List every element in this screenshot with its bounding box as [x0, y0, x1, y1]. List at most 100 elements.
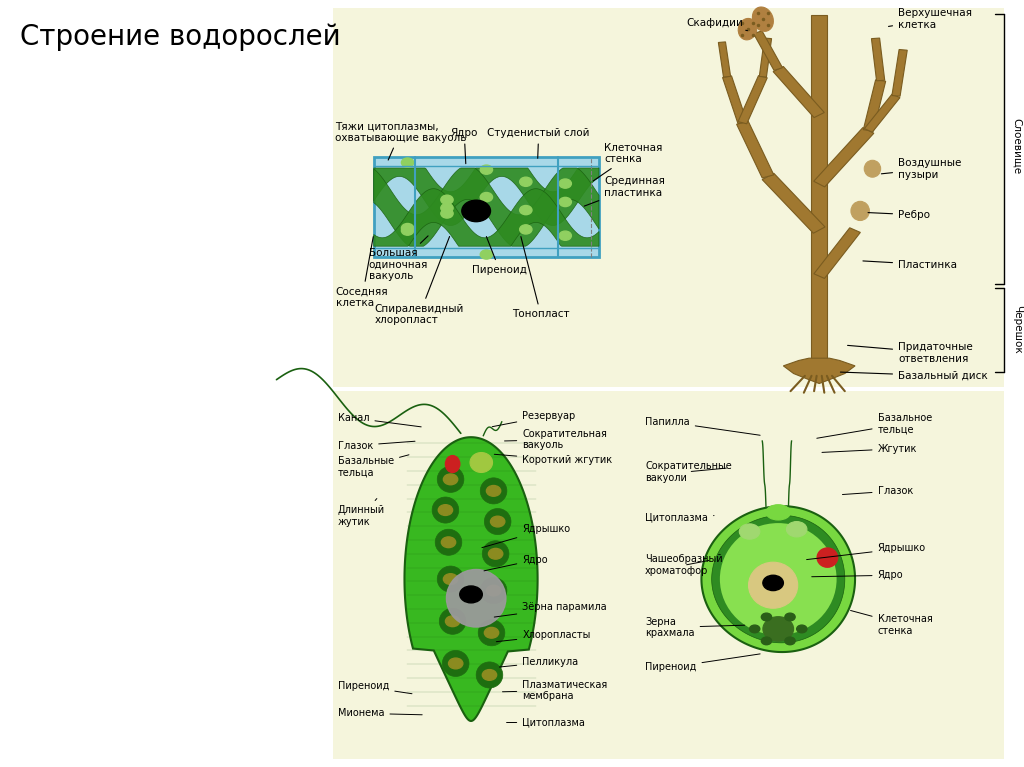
Text: Спиралевидный
хлоропласт: Спиралевидный хлоропласт — [375, 236, 464, 325]
Ellipse shape — [476, 662, 503, 688]
Polygon shape — [811, 15, 827, 372]
Ellipse shape — [435, 529, 462, 555]
Circle shape — [440, 195, 453, 204]
Polygon shape — [762, 173, 825, 233]
Ellipse shape — [478, 620, 505, 646]
Text: Ядро: Ядро — [812, 570, 903, 581]
Text: Скафидии: Скафидии — [686, 18, 748, 31]
Circle shape — [441, 537, 456, 548]
Ellipse shape — [437, 466, 464, 492]
Polygon shape — [863, 80, 886, 131]
Circle shape — [482, 670, 497, 680]
Ellipse shape — [851, 202, 869, 221]
Circle shape — [559, 179, 571, 188]
Text: Пиреноид: Пиреноид — [645, 654, 760, 673]
Ellipse shape — [763, 617, 794, 641]
Text: Цитоплазма: Цитоплазма — [507, 717, 585, 728]
Text: Соседняя
клетка: Соседняя клетка — [336, 237, 388, 308]
FancyBboxPatch shape — [333, 391, 1004, 759]
Circle shape — [761, 637, 772, 645]
FancyBboxPatch shape — [374, 157, 599, 257]
Polygon shape — [760, 38, 771, 77]
Text: Большая
одиночная
вакуоль: Большая одиночная вакуоль — [369, 236, 428, 281]
Ellipse shape — [480, 578, 507, 604]
Circle shape — [401, 223, 414, 232]
Ellipse shape — [439, 608, 466, 634]
Polygon shape — [892, 50, 907, 96]
Text: Базальные
тельца: Базальные тельца — [338, 455, 409, 477]
Polygon shape — [374, 189, 599, 246]
Circle shape — [480, 193, 493, 202]
Text: Плазматическая
мембрана: Плазматическая мембрана — [503, 680, 607, 701]
Circle shape — [443, 474, 458, 485]
Text: Глазок: Глазок — [843, 486, 912, 496]
Polygon shape — [738, 76, 767, 123]
Circle shape — [443, 574, 458, 584]
Text: Зерна
крахмала: Зерна крахмала — [645, 617, 744, 638]
Ellipse shape — [864, 160, 881, 177]
Circle shape — [784, 637, 795, 645]
Text: Чашеобразный
хроматофор: Чашеобразный хроматофор — [645, 555, 723, 576]
Text: Воздушные
пузыри: Воздушные пузыри — [882, 158, 962, 179]
Polygon shape — [754, 31, 782, 71]
Circle shape — [460, 586, 482, 603]
Polygon shape — [404, 437, 538, 721]
Ellipse shape — [432, 497, 459, 523]
Text: Мионема: Мионема — [338, 708, 422, 719]
Polygon shape — [723, 76, 746, 123]
Polygon shape — [871, 38, 885, 81]
Text: Ядро: Ядро — [484, 555, 548, 571]
Text: Ядрышко: Ядрышко — [807, 543, 926, 560]
Polygon shape — [736, 121, 774, 178]
Text: Сократительная
вакуоль: Сократительная вакуоль — [505, 429, 607, 450]
Polygon shape — [783, 358, 855, 384]
Ellipse shape — [738, 18, 757, 40]
Ellipse shape — [786, 522, 807, 537]
Ellipse shape — [480, 478, 507, 504]
Text: Цитоплазма: Цитоплазма — [645, 512, 714, 523]
Text: Пиреноид: Пиреноид — [472, 236, 527, 275]
Circle shape — [445, 616, 460, 627]
Circle shape — [488, 548, 503, 559]
Circle shape — [519, 206, 532, 215]
Circle shape — [438, 505, 453, 515]
Polygon shape — [712, 515, 845, 643]
Text: Зёрна парамила: Зёрна парамила — [495, 602, 607, 617]
Polygon shape — [719, 42, 730, 77]
Ellipse shape — [482, 541, 509, 567]
Circle shape — [519, 225, 532, 234]
Text: Пиреноид: Пиреноид — [338, 681, 412, 693]
Circle shape — [784, 613, 795, 621]
Ellipse shape — [470, 453, 493, 472]
Text: Хлоропласты: Хлоропласты — [497, 630, 591, 642]
Circle shape — [401, 158, 414, 167]
Text: Слоевище: Слоевище — [1012, 117, 1022, 174]
Polygon shape — [814, 228, 860, 278]
Circle shape — [484, 627, 499, 638]
Text: Ребро: Ребро — [868, 209, 930, 220]
Text: Верхушечная
клетка: Верхушечная клетка — [889, 8, 972, 30]
Text: Сократительные
вакуоли: Сократительные вакуоли — [645, 461, 732, 482]
Polygon shape — [814, 127, 873, 187]
Text: Базальный диск: Базальный диск — [841, 370, 988, 381]
Ellipse shape — [445, 456, 460, 472]
Circle shape — [763, 575, 783, 591]
Text: Глазок: Глазок — [338, 440, 415, 451]
Text: Клеточная
стенка: Клеточная стенка — [593, 143, 663, 181]
Circle shape — [519, 177, 532, 186]
Text: Тонопласт: Тонопласт — [512, 237, 569, 320]
Text: Придаточные
ответвления: Придаточные ответвления — [848, 342, 973, 364]
Text: Папилла: Папилла — [645, 416, 760, 435]
Text: Длинный
жутик: Длинный жутик — [338, 499, 385, 527]
Circle shape — [762, 613, 772, 621]
Ellipse shape — [766, 505, 791, 520]
Circle shape — [486, 486, 501, 496]
Polygon shape — [773, 67, 824, 117]
Circle shape — [449, 658, 463, 669]
Circle shape — [490, 516, 505, 527]
Text: Ядрышко: Ядрышко — [482, 524, 570, 548]
Circle shape — [750, 625, 760, 633]
Text: Канал: Канал — [338, 413, 421, 427]
Ellipse shape — [437, 566, 464, 592]
Circle shape — [440, 203, 453, 212]
